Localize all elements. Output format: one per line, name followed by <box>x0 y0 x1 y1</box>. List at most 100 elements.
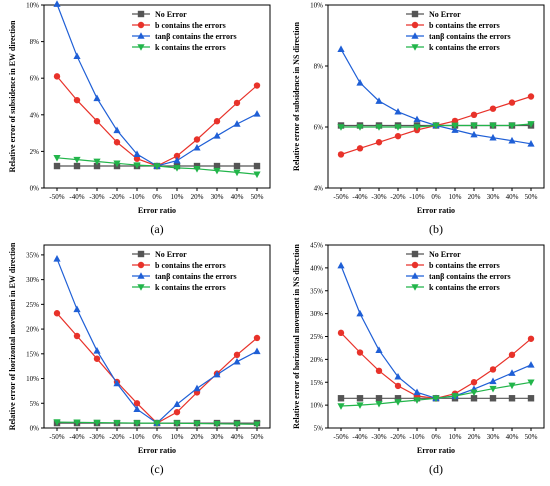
y-tick-label: 20% <box>26 326 39 334</box>
chart-panel-a: 0% 2% 4% 6% 8% 10% -50% -40% -30% -20% -10% 0% 10% 20… <box>8 0 271 236</box>
data-point <box>93 94 101 102</box>
legend-label: k contains the errors <box>155 43 226 52</box>
data-point <box>527 93 535 100</box>
data-point <box>527 361 535 368</box>
x-axis-title: Error ratio <box>417 446 455 455</box>
data-point <box>470 130 478 138</box>
data-point <box>489 377 497 385</box>
x-tick-label: 20% <box>191 433 204 441</box>
data-point <box>173 420 181 428</box>
panel-label: (c) <box>150 462 163 476</box>
data-point <box>413 124 421 131</box>
data-point <box>93 118 101 125</box>
data-point <box>356 78 364 86</box>
data-point <box>73 156 81 164</box>
legend-label: No Error <box>155 250 187 259</box>
data-point <box>233 421 241 428</box>
y-tick-label: 8% <box>30 38 40 46</box>
x-tick-label: 0% <box>431 433 441 441</box>
data-point <box>193 420 201 428</box>
x-tick-label: 50% <box>251 193 264 201</box>
data-point <box>73 52 81 60</box>
data-point <box>193 143 201 151</box>
data-point <box>133 155 141 162</box>
data-point <box>133 400 141 407</box>
legend-label: tanβ contains the errors <box>155 32 237 41</box>
series-b-errors <box>53 73 261 170</box>
data-point <box>213 167 221 175</box>
x-tick-label: 10% <box>449 193 462 201</box>
x-tick-label: -20% <box>109 193 124 201</box>
data-point <box>356 145 364 152</box>
x-tick-label: -50% <box>49 193 64 201</box>
data-point <box>73 162 81 170</box>
data-point <box>233 120 241 127</box>
data-point <box>73 332 81 340</box>
y-tick-label: 15% <box>310 379 323 387</box>
x-tick-label: 20% <box>468 193 481 201</box>
series-line <box>56 76 258 167</box>
y-tick-label: 45% <box>310 242 323 250</box>
data-point <box>93 158 101 166</box>
legend-marker <box>137 32 145 39</box>
y-tick-label: 25% <box>310 333 323 341</box>
panel-label: (d) <box>429 462 443 476</box>
legend-marker <box>137 250 145 258</box>
data-point <box>508 351 516 358</box>
chart-panel-d: 5% 10% 15% 20% 25% 30% 35% 40% 45% -50% -40% -30% -2… <box>292 242 545 476</box>
x-tick-label: -10% <box>409 433 424 441</box>
legend-item-k-errors: k contains the errors <box>132 43 226 52</box>
data-point <box>394 382 402 390</box>
data-point <box>173 156 181 164</box>
data-point <box>356 124 364 131</box>
data-point <box>93 347 101 354</box>
x-axis-title: Error ratio <box>417 206 455 215</box>
series-line <box>340 48 532 145</box>
legend-marker <box>411 284 419 291</box>
legend-label: tanβ contains the errors <box>429 272 511 281</box>
data-point <box>451 117 459 125</box>
legend-label: k contains the errors <box>429 283 500 292</box>
x-tick-label: 10% <box>171 193 184 201</box>
data-point <box>233 351 241 358</box>
data-point <box>375 346 383 354</box>
data-point <box>508 136 516 144</box>
y-tick-label: 25% <box>26 301 39 309</box>
data-point <box>432 395 440 403</box>
data-point <box>113 420 121 427</box>
legend-marker <box>137 261 145 269</box>
y-tick-label: 35% <box>26 251 39 259</box>
legend-item-no-error: No Error <box>406 10 461 19</box>
data-point <box>489 122 497 130</box>
legend-marker <box>411 32 419 39</box>
data-point <box>337 261 345 269</box>
y-tick-label: 40% <box>310 264 323 272</box>
legend-item-tan-beta-errors: tanβ contains the errors <box>132 32 237 41</box>
x-tick-label: 40% <box>231 433 244 441</box>
series-k-errors <box>53 155 261 179</box>
legend-item-no-error: No Error <box>132 10 187 19</box>
series-k-errors <box>337 379 535 410</box>
legend-item-k-errors: k contains the errors <box>406 283 500 292</box>
data-point <box>527 395 535 402</box>
data-point <box>508 382 516 390</box>
data-point <box>113 126 121 134</box>
x-tick-label: 0% <box>152 433 162 441</box>
data-point <box>489 105 497 112</box>
data-point <box>253 347 261 355</box>
data-point <box>233 162 241 170</box>
x-axis-title: Error ratio <box>138 206 176 215</box>
data-point <box>527 121 535 128</box>
legend-marker <box>137 21 145 29</box>
legend-label: b contains the errors <box>429 21 500 30</box>
series-k-errors <box>53 419 261 429</box>
data-point <box>213 420 221 428</box>
y-axis-title: Relative error of horizontal movement in… <box>8 242 17 430</box>
data-point <box>73 96 81 104</box>
legend-item-b-errors: b contains the errors <box>406 21 500 30</box>
data-point <box>394 132 402 140</box>
data-point <box>53 0 61 7</box>
legend-label: b contains the errors <box>155 21 226 30</box>
legend-item-no-error: No Error <box>406 250 461 259</box>
